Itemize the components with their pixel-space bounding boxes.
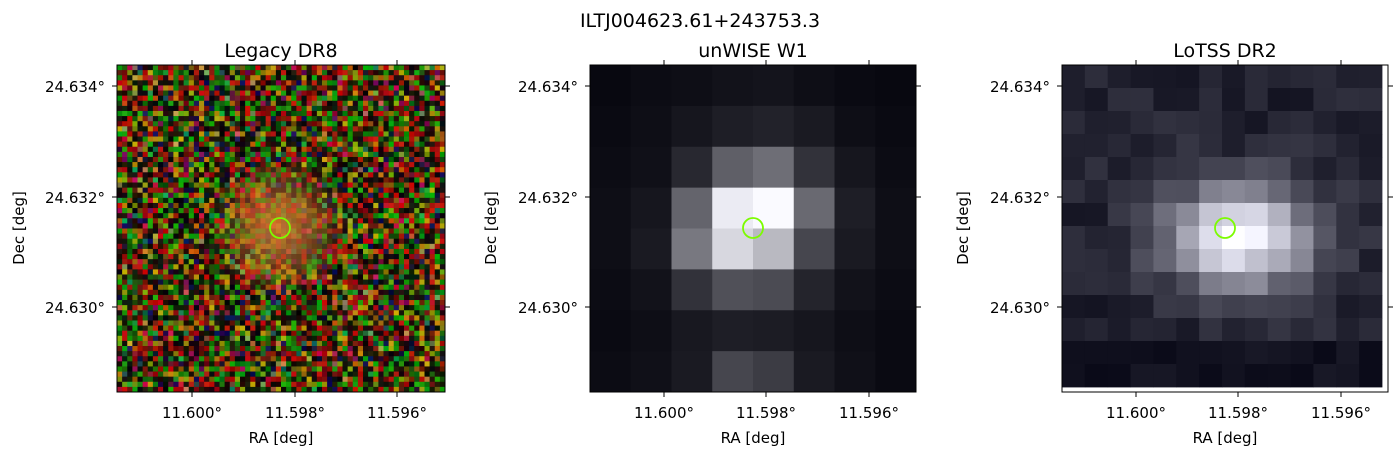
- ytick-label: 24.634°: [518, 78, 578, 96]
- axes-frame: [116, 64, 446, 393]
- legacy-image: [117, 65, 446, 393]
- x-axis-label: RA [deg]: [1193, 429, 1258, 447]
- xtick-label: 11.598°: [736, 404, 796, 422]
- unwise-image: [590, 65, 917, 393]
- y-axis-label: Dec [deg]: [954, 191, 972, 265]
- xtick-label: 11.600°: [162, 404, 222, 422]
- x-axis-label: RA [deg]: [721, 429, 786, 447]
- ytick-label: 24.634°: [45, 78, 105, 96]
- source-marker-icon: [269, 217, 291, 239]
- source-marker-icon: [1214, 217, 1236, 239]
- xtick-label: 11.598°: [1208, 404, 1268, 422]
- x-axis-label: RA [deg]: [249, 429, 314, 447]
- panel-legacy-dr8: Legacy DR8 24.634° 24.632° 24.630° 11.60…: [10, 40, 450, 447]
- axis-ticks: [112, 60, 450, 397]
- lotss-image: [1062, 65, 1383, 388]
- xtick-label: 11.600°: [1106, 404, 1166, 422]
- ytick-label: 24.630°: [990, 299, 1050, 317]
- ytick-label: 24.632°: [45, 189, 105, 207]
- figure-title: ILTJ004623.61+243753.3: [580, 10, 820, 32]
- panel-title: unWISE W1: [698, 40, 807, 62]
- xtick-label: 11.596°: [839, 404, 899, 422]
- axes-frame: [589, 64, 917, 393]
- panel-title: LoTSS DR2: [1173, 40, 1277, 62]
- axis-ticks: [1057, 60, 1393, 397]
- ytick-label: 24.632°: [990, 189, 1050, 207]
- panel-lotss-dr2: LoTSS DR2 24.634° 24.632° 24.630° 11.600…: [954, 40, 1393, 447]
- xtick-label: 11.596°: [1311, 404, 1371, 422]
- panel-title: Legacy DR8: [224, 40, 337, 62]
- xtick-label: 11.598°: [265, 404, 325, 422]
- ytick-label: 24.630°: [45, 299, 105, 317]
- y-axis-label: Dec [deg]: [482, 191, 500, 265]
- ytick-label: 24.632°: [518, 189, 578, 207]
- axis-ticks: [585, 60, 921, 397]
- xtick-label: 11.596°: [367, 404, 427, 422]
- panel-unwise-w1: unWISE W1 24.634° 24.632° 24.630° 11.600…: [482, 40, 921, 447]
- ytick-label: 24.634°: [990, 78, 1050, 96]
- ytick-label: 24.630°: [518, 299, 578, 317]
- source-marker-icon: [742, 217, 764, 239]
- y-axis-label: Dec [deg]: [10, 191, 28, 265]
- axes-frame: [1061, 64, 1389, 393]
- xtick-label: 11.600°: [634, 404, 694, 422]
